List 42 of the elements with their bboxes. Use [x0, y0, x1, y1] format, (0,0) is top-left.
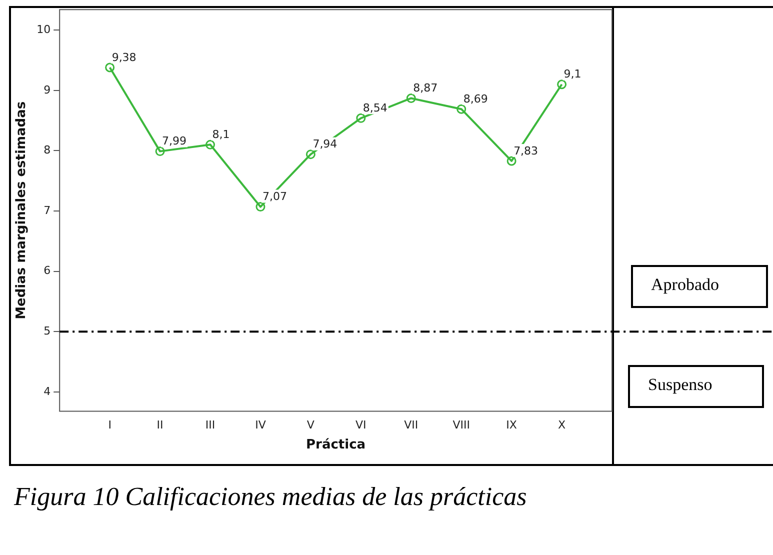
- point: [557, 80, 567, 90]
- point: [206, 140, 216, 150]
- y-tick-label: 10: [36, 22, 51, 36]
- y-tick-label: 4: [44, 384, 51, 398]
- data-label: 8,54: [362, 102, 388, 114]
- x-tick-label: VII: [404, 418, 418, 432]
- x-tick-label: III: [205, 418, 216, 432]
- text-box: Aprobado: [631, 265, 768, 308]
- x-tick-label: V: [306, 418, 315, 432]
- x-tick-label: I: [108, 418, 112, 432]
- x-tick-label: VIII: [452, 418, 470, 432]
- data-label: 8,1: [212, 128, 230, 142]
- x-tick-label: X: [558, 418, 566, 432]
- x-tick-label: II: [156, 418, 164, 432]
- x-axis-title: Práctica: [306, 438, 366, 453]
- x-tick-label: IX: [506, 418, 518, 432]
- y-tick-label: 5: [44, 324, 51, 338]
- text: Figura 10 Calificaciones medias de las prácticas: [14, 482, 527, 512]
- y-tick-label: 9: [44, 83, 51, 96]
- data-label: 7,83: [514, 144, 538, 158]
- y-tick-label: 7: [44, 204, 51, 217]
- point: [105, 62, 115, 72]
- data-label: 7,99: [162, 134, 187, 148]
- y-axis-title: Medias marginales estimadas: [14, 101, 30, 320]
- text-box: Suspenso: [628, 365, 764, 408]
- point: [306, 150, 316, 160]
- data-label: 9,38: [112, 50, 136, 64]
- data-label: 9,1: [564, 68, 582, 81]
- point: [155, 146, 165, 156]
- y-tick-label: 6: [44, 264, 51, 278]
- point: [406, 93, 416, 103]
- x-tick-label: IV: [255, 418, 266, 432]
- point: [506, 156, 516, 166]
- point: [256, 202, 266, 212]
- point: [356, 113, 366, 123]
- data-label: 7,07: [262, 190, 287, 204]
- data-label: 8,87: [413, 82, 438, 95]
- data-label: 8,69: [463, 92, 488, 106]
- y-tick-label: 8: [44, 144, 51, 157]
- data-label: 7,94: [312, 138, 338, 151]
- point: [456, 104, 466, 114]
- x-tick-label: VI: [356, 418, 366, 432]
